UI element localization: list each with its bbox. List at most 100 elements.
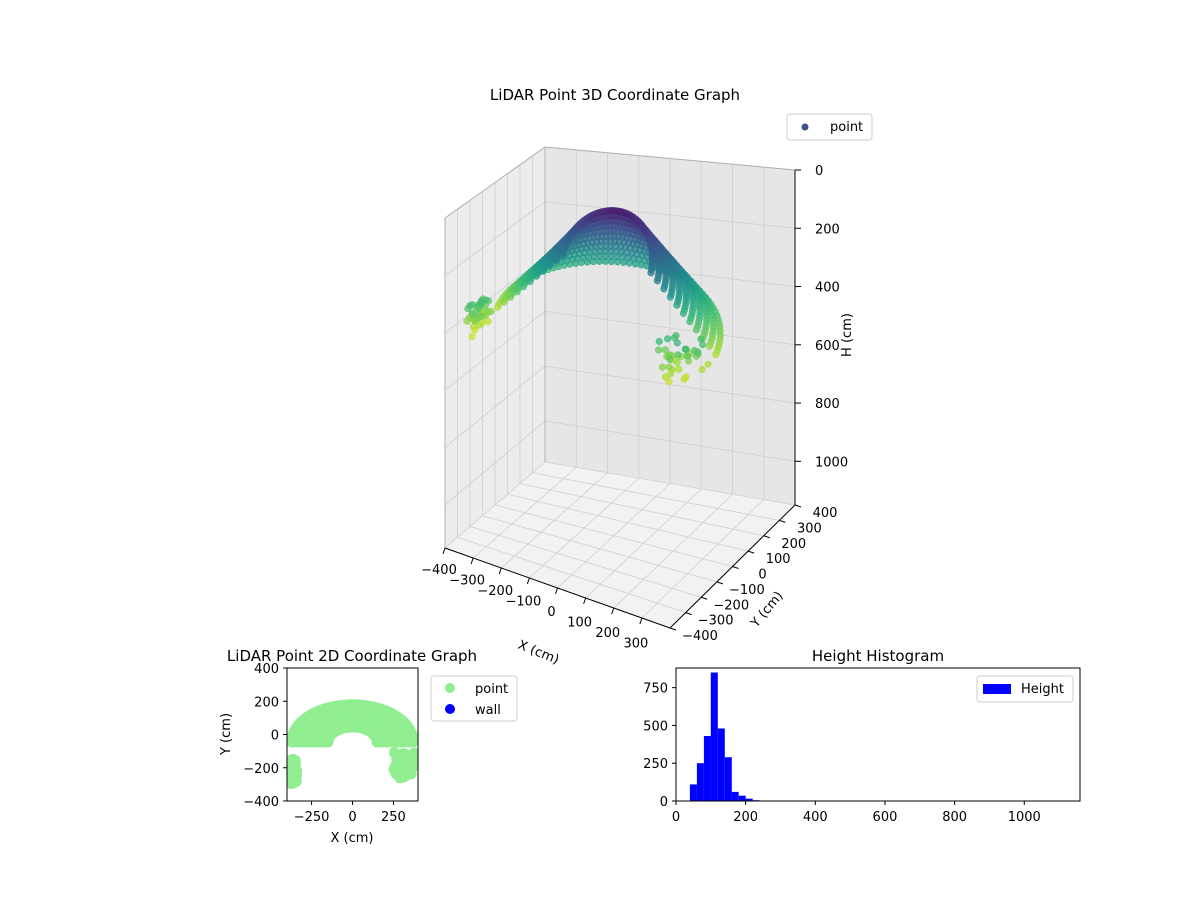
point-3d [545, 262, 554, 270]
point-3d [699, 341, 707, 349]
chart-2d: LiDAR Point 2D Coordinate Graph −250 0 250… [219, 647, 518, 846]
histogram-title: Height Histogram [812, 647, 944, 665]
point-3d [680, 375, 688, 383]
grid-3d [444, 146, 796, 629]
floor-pane [445, 462, 795, 628]
point-3d [674, 351, 682, 359]
y-tick-mark-3d [732, 566, 739, 569]
point-3d [673, 339, 681, 347]
x-tick-label-histogram: 0 [672, 810, 680, 825]
chart-histogram: Height Histogram 0 200 400 600 800 1000 0 250 50… [643, 647, 1081, 825]
y-tick-label-3d: 0 [758, 568, 766, 583]
point-3d [686, 318, 694, 326]
y-tick-label-2d: −200 [243, 762, 279, 777]
x-tick-mark-3d [555, 587, 558, 595]
grid-line [507, 493, 749, 552]
chart-2d-title: LiDAR Point 2D Coordinate Graph [227, 647, 477, 665]
x-tick-label-histogram: 400 [803, 810, 828, 825]
legend-histogram: Height [976, 675, 1074, 703]
grid-line [482, 515, 717, 583]
y-tick-label-3d: −200 [713, 598, 749, 613]
legend-frame [786, 113, 873, 141]
histogram-bars [689, 672, 774, 801]
x-tick-label-histogram: 200 [733, 810, 758, 825]
y-tick-mark-3d [669, 627, 677, 631]
x-tick-mark-3d [583, 597, 587, 605]
y-tick-label-3d: 300 [797, 521, 822, 536]
x-tick-label-2d: 0 [348, 810, 356, 825]
point-2d [394, 772, 406, 784]
point-3d [558, 251, 567, 259]
point-3d [665, 363, 673, 371]
x-tick-mark-3d [442, 547, 446, 555]
points-2d [287, 699, 418, 789]
grid-line [444, 365, 546, 448]
legend-label-height: Height [1021, 682, 1064, 697]
y-tick-mark-3d [716, 581, 724, 585]
z-tick-label-3d: 0 [815, 164, 823, 179]
point-3d [532, 272, 541, 280]
histogram-bar [738, 795, 746, 801]
point-3d [463, 317, 471, 325]
histogram-bar [724, 757, 732, 801]
point-3d [666, 355, 674, 364]
legend-marker-height [983, 684, 1011, 694]
x-axis-label-3d: X (cm) [516, 638, 561, 668]
y-tick-label-histogram: 750 [643, 682, 668, 697]
point-3d [647, 269, 655, 277]
z-axis-label-3d: H (cm) [840, 313, 855, 357]
point-3d [693, 348, 702, 356]
point-3d [679, 309, 687, 317]
y-tick-label-2d: 400 [254, 662, 279, 677]
y-tick-label-histogram: 250 [643, 757, 668, 772]
point-3d [526, 277, 534, 286]
histogram-bar [731, 791, 739, 801]
y-tick-label-2d: 200 [254, 695, 279, 710]
x-tick-label-3d: 0 [547, 605, 555, 620]
x-tick-label-histogram: 800 [942, 810, 967, 825]
legend-marker-point [801, 123, 809, 131]
legend-frame [976, 675, 1074, 703]
z-tick-label-3d: 200 [815, 222, 840, 237]
grid-line [544, 461, 796, 506]
x-tick-mark-3d [498, 567, 502, 575]
legend-3d: point [786, 113, 873, 141]
point-3d [507, 293, 515, 301]
z-tick-label-3d: 1000 [815, 455, 848, 470]
y-tick-label-2d: −400 [243, 795, 279, 810]
x-tick-label-2d: 250 [381, 810, 406, 825]
y-axis-label-2d: Y (cm) [219, 713, 234, 756]
histogram-bar [689, 784, 697, 801]
grid-line [544, 310, 796, 346]
y-tick-label-3d: 200 [781, 537, 806, 552]
point-3d [673, 301, 681, 309]
z-tick-label-3d: 400 [815, 281, 840, 296]
point-2d [404, 736, 415, 748]
point-3d [664, 335, 672, 343]
point-2d [371, 736, 383, 748]
ticks-histogram: 0 200 400 600 800 1000 0 250 500 750 [643, 682, 1041, 825]
point-3d [675, 365, 683, 373]
point-3d [655, 337, 663, 345]
histogram-bar [745, 798, 753, 801]
point-3d [520, 283, 528, 291]
point-3d [539, 267, 547, 275]
y-tick-mark-3d [747, 550, 755, 554]
grid-line [544, 420, 796, 462]
point-3d [468, 333, 476, 341]
x-tick-label-3d: 200 [595, 626, 620, 641]
x-tick-mark-3d [526, 577, 530, 585]
point-3d [661, 373, 670, 381]
point-3d [667, 370, 675, 378]
x-tick-label-3d: −100 [506, 595, 542, 610]
point-3d [704, 360, 712, 368]
x-axis-label-2d: X (cm) [331, 831, 374, 846]
histogram-bar [717, 728, 725, 801]
point-3d [500, 298, 508, 306]
grid-line [444, 311, 546, 391]
plot-frame-histogram [675, 667, 1081, 802]
chart-3d-title: LiDAR Point 3D Coordinate Graph [490, 86, 740, 104]
x-tick-label-3d: −400 [421, 563, 457, 578]
x-tick-label-histogram: 600 [873, 810, 898, 825]
